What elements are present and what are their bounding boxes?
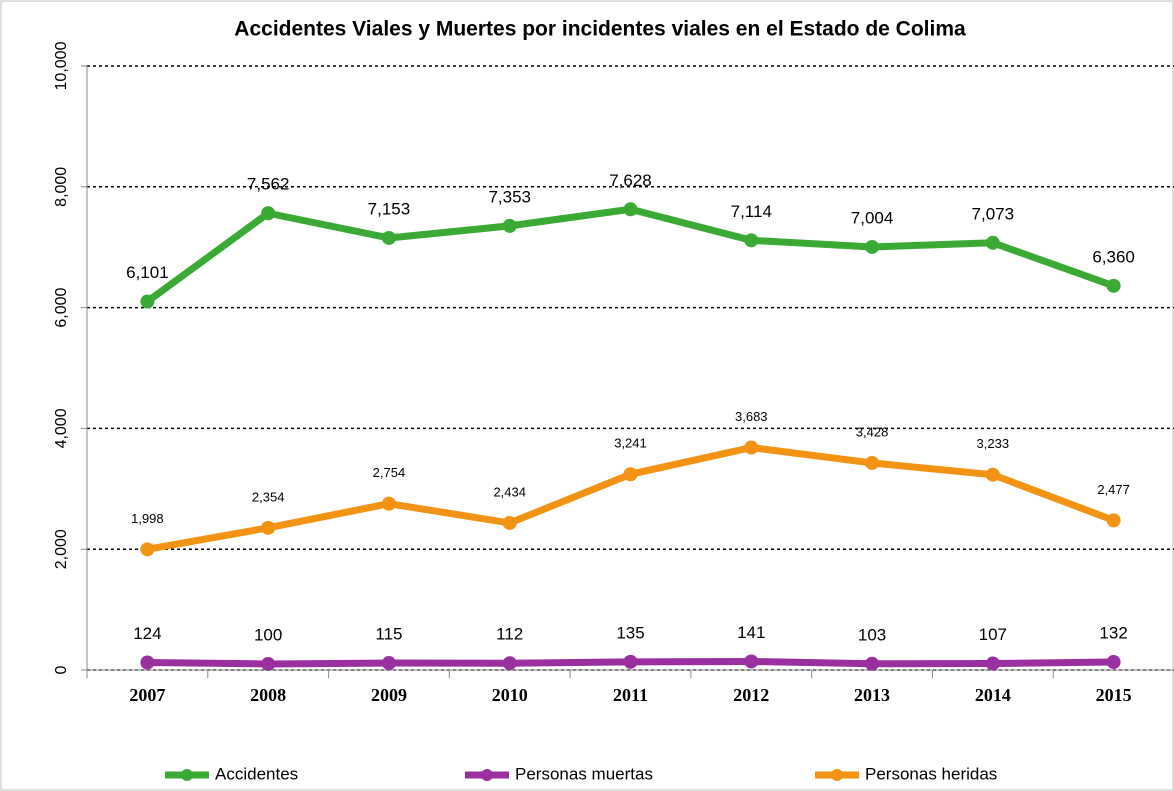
legend-label: Accidentes (215, 764, 298, 783)
data-label: 124 (133, 624, 161, 643)
y-tick-label: 2,000 (53, 529, 70, 569)
data-label: 7,073 (972, 204, 1015, 223)
data-point (744, 440, 759, 455)
data-point (985, 235, 1000, 250)
data-point (261, 206, 276, 221)
data-label: 3,428 (856, 424, 889, 439)
data-point (1106, 655, 1121, 670)
data-label: 141 (737, 623, 765, 642)
data-label: 100 (254, 625, 282, 644)
data-point (1106, 513, 1121, 528)
data-label: 135 (616, 623, 644, 642)
data-point (865, 656, 880, 671)
legend-label: Personas heridas (865, 764, 997, 783)
data-point (865, 239, 880, 254)
data-label: 7,114 (731, 202, 772, 221)
legend-marker (831, 769, 843, 781)
chart-title: Accidentes Viales y Muertes por incident… (234, 18, 966, 41)
data-label: 7,562 (247, 175, 290, 194)
data-label: 2,354 (252, 489, 285, 504)
data-point (261, 520, 276, 535)
data-point (140, 542, 155, 557)
data-label: 7,004 (851, 208, 894, 227)
data-point (1106, 278, 1121, 293)
data-point (502, 218, 517, 233)
data-label: 112 (496, 625, 523, 644)
data-point (502, 656, 517, 671)
x-tick-label: 2008 (250, 685, 286, 705)
data-label: 7,153 (368, 199, 411, 218)
data-point (623, 202, 638, 217)
data-label: 7,353 (488, 187, 531, 206)
data-label: 107 (979, 625, 1007, 644)
data-label: 2,434 (493, 484, 526, 499)
x-tick-label: 2013 (854, 685, 890, 705)
data-point (985, 656, 1000, 671)
data-label: 2,754 (373, 465, 406, 480)
x-tick-label: 2012 (733, 685, 769, 705)
data-point (140, 655, 155, 670)
y-tick-label: 0 (53, 665, 70, 674)
data-point (623, 654, 638, 669)
data-point (261, 656, 276, 671)
data-point (985, 467, 1000, 482)
x-tick-label: 2009 (371, 685, 407, 705)
data-point (381, 496, 396, 511)
data-point (744, 654, 759, 669)
data-label: 6,101 (126, 263, 169, 282)
legend-marker (181, 769, 193, 781)
y-tick-label: 4,000 (53, 408, 70, 448)
data-label: 1,998 (131, 511, 164, 526)
data-label: 3,233 (977, 436, 1010, 451)
data-label: 6,360 (1092, 247, 1135, 266)
data-point (744, 233, 759, 248)
data-point (502, 515, 517, 530)
data-label: 2,477 (1097, 482, 1130, 497)
x-tick-label: 2011 (613, 685, 648, 705)
data-point (381, 230, 396, 245)
data-point (140, 294, 155, 309)
data-label: 3,683 (735, 409, 768, 424)
x-tick-label: 2010 (492, 685, 528, 705)
data-label: 7,628 (609, 171, 652, 190)
y-tick-label: 10,000 (53, 41, 70, 90)
data-point (865, 455, 880, 470)
x-tick-label: 2015 (1096, 685, 1132, 705)
data-point (623, 467, 638, 482)
x-tick-label: 2007 (129, 685, 165, 705)
data-label: 3,241 (614, 436, 647, 451)
legend-label: Personas muertas (515, 764, 653, 783)
y-tick-label: 8,000 (53, 167, 70, 207)
data-point (381, 656, 396, 671)
data-label: 103 (858, 625, 886, 644)
y-tick-label: 6,000 (53, 287, 70, 327)
legend-marker (481, 769, 493, 781)
x-tick-label: 2014 (975, 685, 1011, 705)
data-label: 132 (1099, 624, 1127, 643)
data-label: 115 (375, 625, 402, 644)
